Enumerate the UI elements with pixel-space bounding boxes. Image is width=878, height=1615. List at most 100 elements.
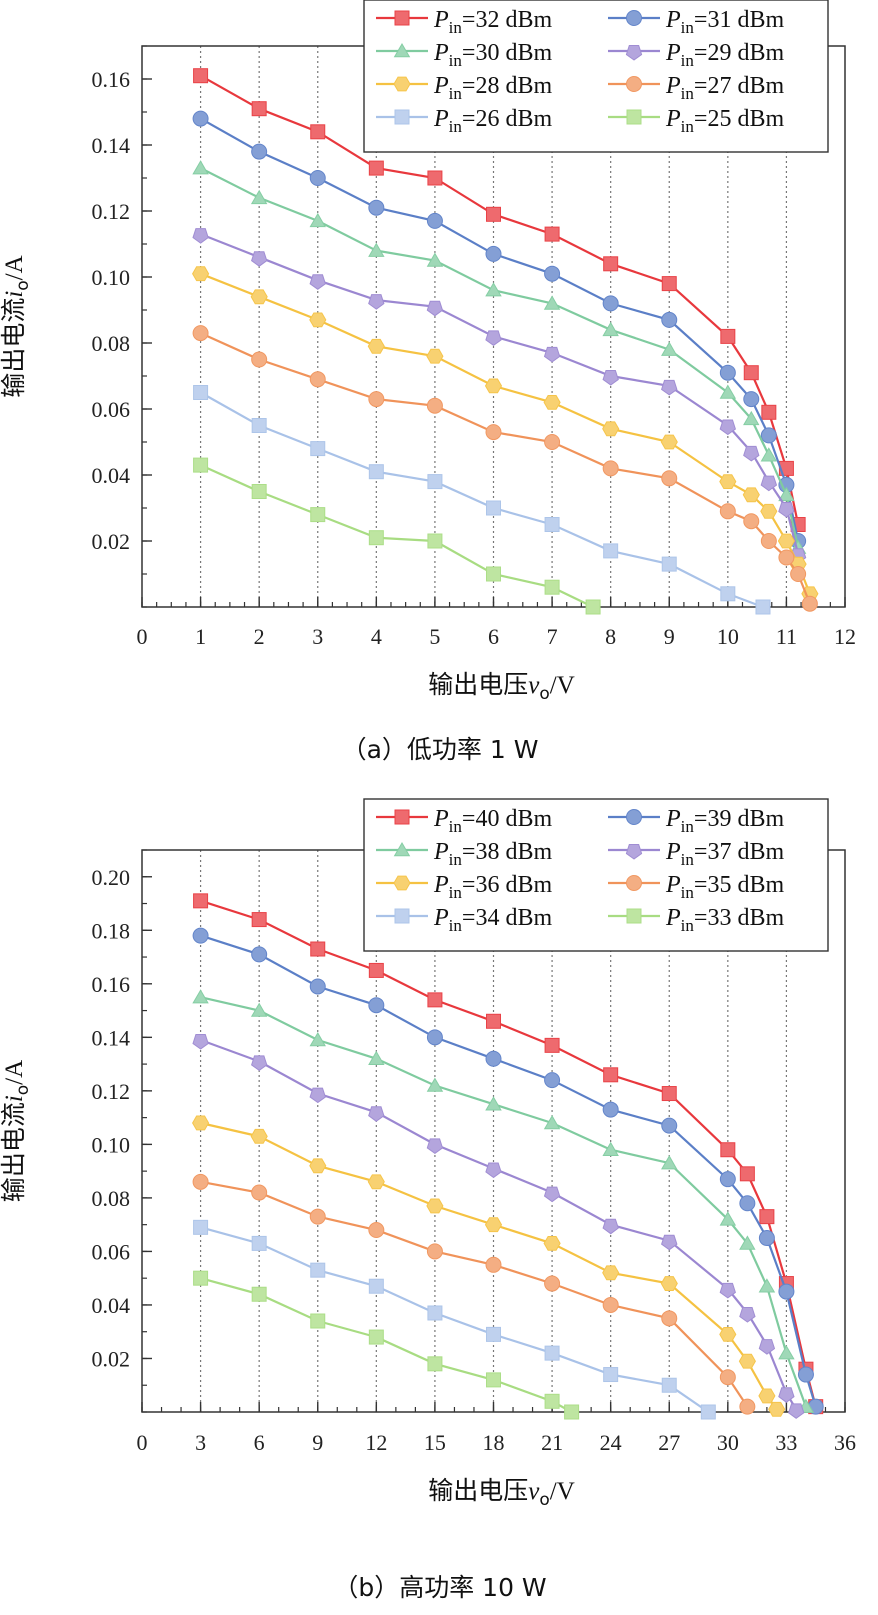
data-point (309, 312, 327, 328)
legend-var: P (433, 872, 449, 898)
data-point (251, 101, 267, 117)
data-point (192, 989, 209, 1004)
x-axis-title: 输出电压vo/V (428, 1476, 575, 1510)
data-point (544, 1072, 561, 1089)
series-7 (193, 385, 771, 615)
legend-label: Pin=34 dBm (433, 905, 552, 935)
data-point (251, 418, 267, 433)
data-point (368, 1050, 385, 1065)
x-tick-label: 21 (541, 1430, 563, 1455)
data-point (368, 242, 385, 257)
legend-label: Pin=30 dBm (433, 40, 552, 70)
legend-rest: =32 dBm (462, 7, 553, 33)
x-axis-title-main: 输出电压 (428, 670, 528, 699)
legend-rest: =34 dBm (462, 905, 553, 931)
x-axis-title-sub: o (539, 1490, 549, 1510)
y-tick-label: 0.04 (92, 1293, 131, 1318)
data-point (739, 1195, 756, 1212)
legend-var: P (665, 40, 681, 66)
data-point (602, 1265, 620, 1281)
figure-caption: （a）低功率 1 W (342, 735, 539, 764)
data-point (661, 1117, 678, 1134)
data-point (310, 441, 326, 457)
data-point (788, 1403, 805, 1419)
legend-var: P (433, 73, 449, 99)
data-point (603, 256, 619, 272)
legend-marker (394, 809, 410, 825)
legend-marker (626, 109, 642, 125)
data-point (485, 1096, 502, 1111)
legend-item: Pin=36 dBm (376, 872, 552, 902)
legend-item: Pin=26 dBm (376, 106, 552, 136)
data-point (661, 1086, 677, 1102)
legend-var: P (665, 806, 681, 832)
data-point (310, 507, 326, 523)
data-point (193, 385, 209, 400)
x-tick-label: 33 (775, 1430, 797, 1455)
legend-marker (393, 43, 411, 58)
data-point (778, 502, 795, 518)
legend-label: Pin=35 dBm (665, 872, 784, 902)
legend-rest: =31 dBm (694, 7, 785, 33)
legend-item: Pin=29 dBm (608, 40, 784, 70)
legend-rest: =37 dBm (694, 839, 785, 865)
series-line (200, 167, 800, 548)
legend-item: Pin=40 dBm (376, 806, 552, 836)
data-point (426, 1198, 444, 1214)
data-point (661, 311, 678, 328)
data-point (427, 1305, 443, 1321)
legend-sub: in (449, 916, 463, 935)
legend-marker (394, 109, 410, 125)
legend-marker (626, 76, 642, 92)
data-point (368, 1106, 385, 1122)
x-tick-label: 0 (137, 624, 148, 649)
legend-var: P (433, 806, 449, 832)
data-point (719, 503, 736, 520)
data-point (543, 1186, 561, 1203)
data-point (309, 978, 326, 995)
x-tick-label: 12 (365, 1430, 387, 1455)
y-tick-label: 0.08 (92, 331, 131, 356)
legend-sub: in (681, 117, 695, 136)
data-point (602, 460, 619, 477)
series-line (200, 117, 800, 542)
data-point (367, 338, 385, 354)
series-line (200, 1180, 749, 1408)
data-point (739, 1398, 756, 1415)
legend-sub: in (449, 117, 463, 136)
data-point (426, 300, 444, 317)
x-tick-label: 30 (717, 1430, 739, 1455)
x-tick-label: 36 (834, 1430, 856, 1455)
data-point (660, 434, 678, 450)
data-point (426, 348, 444, 364)
series-3 (192, 160, 807, 554)
data-point (485, 1256, 502, 1273)
x-tick-label: 2 (254, 624, 265, 649)
data-point (368, 160, 384, 176)
data-point (250, 189, 268, 205)
data-point (486, 1326, 501, 1342)
chart-panel-a: 0 1 2 3 4 5 6 7 8 9 10 11 120.020.040.060.080.100.12… (0, 0, 856, 764)
x-axis-title-sub: o (539, 684, 549, 704)
y-tick-label: 0.06 (92, 1239, 131, 1264)
chart-panel-b: 0 3 6 9 12 15 18 21 24 27 30 33 360.020.040.060.080.… (0, 798, 856, 1602)
data-point (485, 1050, 502, 1067)
legend-item: Pin=25 dBm (608, 106, 784, 136)
legend-marker (393, 842, 411, 857)
data-point (661, 1377, 677, 1393)
data-point (602, 421, 620, 437)
x-tick-label: 9 (664, 624, 675, 649)
legend-marker (626, 809, 642, 825)
legend-var: P (665, 73, 681, 99)
legend-marker (626, 10, 642, 26)
data-point (778, 1345, 795, 1360)
y-tick-label: 0.12 (92, 199, 131, 224)
data-point (251, 1286, 267, 1302)
legend-sub: in (681, 84, 695, 103)
data-point (485, 245, 502, 262)
data-point (543, 1115, 561, 1130)
x-axis-title-unit: /V (550, 1478, 575, 1505)
data-point (544, 226, 560, 242)
data-point (602, 1101, 619, 1118)
legend-marker (393, 76, 411, 92)
